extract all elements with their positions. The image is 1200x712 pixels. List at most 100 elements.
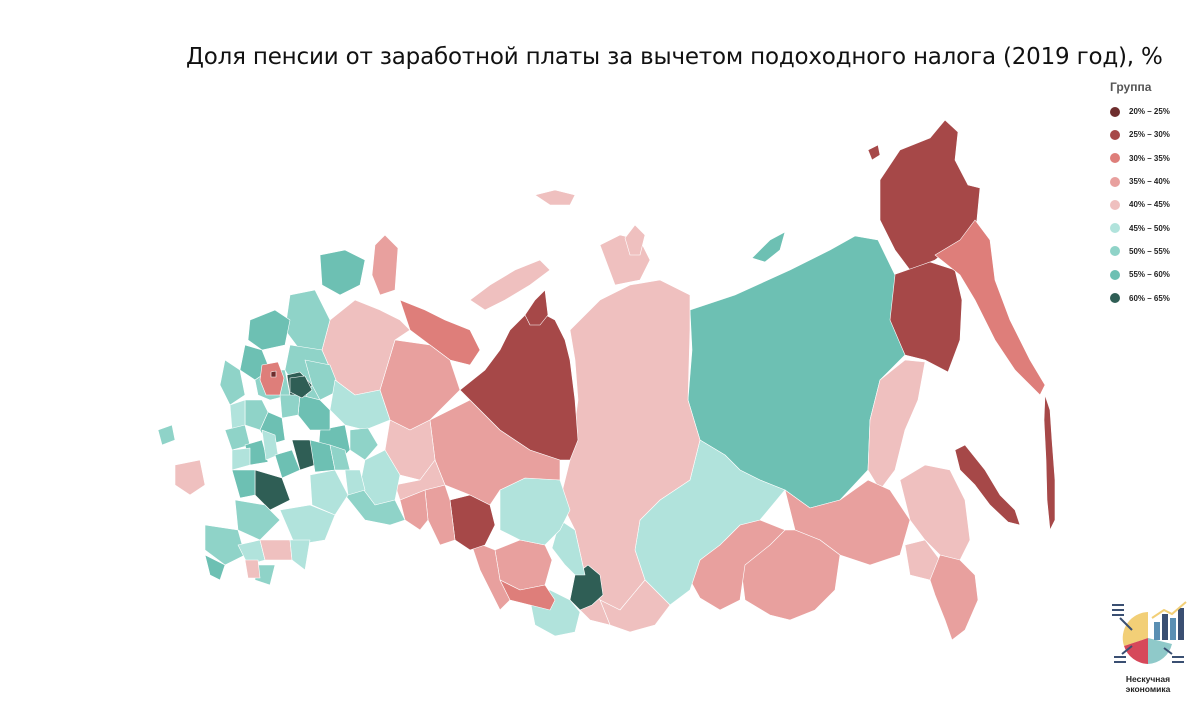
region-murmansk (319, 249, 366, 296)
legend-label: 20% – 25% (1129, 107, 1170, 117)
logo-line-6 (1172, 656, 1184, 658)
legend-swatch (1110, 153, 1120, 164)
region-nenets (399, 299, 481, 366)
legend-item: 40% – 45% (1110, 193, 1196, 216)
region-udmurtia (349, 427, 379, 461)
region-altai-krai-south (499, 579, 556, 611)
legend-item: 25% – 30% (1110, 123, 1196, 146)
logo-bar-3 (1170, 618, 1176, 640)
logo-bar-4 (1178, 608, 1184, 640)
region-kirov (329, 379, 391, 431)
region-wrangel (867, 144, 881, 161)
region-samara (344, 469, 366, 496)
region-karelia (284, 289, 331, 351)
legend-label: 35% – 40% (1129, 177, 1170, 187)
region-ivanovo (289, 375, 313, 399)
legend-swatch (1110, 293, 1120, 304)
legend-swatch (1110, 106, 1120, 117)
legend-label: 55% – 60% (1129, 270, 1170, 280)
region-crimea (174, 459, 206, 496)
region-kurgan (424, 484, 456, 546)
legend-title: Группа (1110, 80, 1152, 94)
region-leningrad (247, 309, 291, 351)
legend-item: 35% – 40% (1110, 170, 1196, 193)
legend-label: 25% – 30% (1129, 130, 1170, 140)
region-nizhny (297, 394, 331, 431)
legend-item: 20% – 25% (1110, 100, 1196, 123)
region-khabarovsk (867, 359, 926, 491)
region-khabarovsk-south (899, 464, 971, 561)
legend: Группа 20% – 25% 25% – 30% 30% – 35% 35% – … (1110, 80, 1196, 310)
logo-connector-1 (1119, 617, 1133, 631)
legend-label: 30% – 35% (1129, 153, 1170, 163)
region-volga-south (244, 559, 261, 579)
logo-pie-red (1124, 638, 1148, 664)
legend-label: 50% – 55% (1129, 246, 1170, 256)
region-kalmykia (259, 539, 293, 561)
region-novosibirsk-islands (751, 231, 786, 263)
legend-swatch (1110, 176, 1120, 187)
legend-swatch (1110, 269, 1120, 280)
region-saratov (309, 469, 349, 516)
region-rostov (234, 499, 281, 541)
logo-line-2 (1112, 609, 1124, 611)
logo-line-1 (1112, 604, 1124, 606)
legend-label: 60% – 65% (1129, 293, 1170, 303)
logo-pie-yellow (1122, 612, 1148, 646)
legend-label: 45% – 50% (1129, 223, 1170, 233)
logo-line-5 (1114, 661, 1126, 663)
legend-label: 40% – 45% (1129, 200, 1170, 210)
region-krasnoyarsk (559, 279, 701, 611)
region-pskov (219, 359, 246, 406)
region-sakhalin (954, 444, 1021, 526)
logo-bar-1 (1154, 622, 1160, 640)
region-kaliningrad (157, 424, 176, 446)
logo-connector-2 (1121, 645, 1133, 655)
brand-chart-icon (1112, 601, 1187, 664)
logo-line-4 (1114, 656, 1126, 658)
region-novaya-zemlya (469, 259, 551, 311)
legend-item: 55% – 60% (1110, 263, 1196, 286)
region-franz-josef (534, 189, 576, 206)
logo-connector-3 (1163, 647, 1173, 655)
logo-pie-blue (1148, 638, 1172, 664)
brand-name: Нескучная экономика (1106, 674, 1190, 694)
region-omsk (469, 539, 511, 611)
region-kursk (231, 447, 251, 471)
logo-line-7 (1172, 661, 1184, 663)
brand-logo: Нескучная экономика (1106, 596, 1190, 696)
legend-item: 30% – 35% (1110, 147, 1196, 170)
region-caucasus (204, 554, 226, 581)
legend-swatch (1110, 129, 1120, 140)
region-chukotka (879, 119, 981, 271)
region-yamal-peninsula (524, 289, 549, 326)
region-kostroma (304, 359, 341, 401)
region-krasnodar (204, 524, 246, 566)
region-vladimir (279, 394, 301, 419)
region-kola-sea (371, 234, 399, 296)
legend-item: 60% – 65% (1110, 286, 1196, 309)
map-title: Доля пенсии от заработной платы за вычет… (186, 44, 1163, 70)
region-belgorod (231, 469, 256, 499)
logo-bar-2 (1162, 614, 1168, 640)
region-kamchatka (934, 219, 1046, 396)
legend-item: 50% – 55% (1110, 240, 1196, 263)
legend-item: 45% – 50% (1110, 216, 1196, 239)
region-kemerovo (551, 519, 586, 576)
region-tuva (599, 579, 671, 633)
region-kuril (1043, 394, 1056, 531)
legend-swatch (1110, 246, 1120, 257)
logo-trend-line (1151, 601, 1187, 619)
region-severnaya-zemlya (624, 224, 646, 256)
region-primorye (929, 554, 979, 641)
region-yamal (459, 311, 579, 461)
legend-swatch (1110, 199, 1120, 210)
brand-line-1: Нескучная (1125, 674, 1171, 684)
logo-line-3 (1112, 614, 1124, 616)
region-volgograd (279, 504, 336, 546)
region-moscow-city (270, 370, 277, 378)
brand-line-2: экономика (1125, 684, 1171, 694)
legend-swatch (1110, 223, 1120, 234)
region-astrakhan (289, 539, 311, 571)
